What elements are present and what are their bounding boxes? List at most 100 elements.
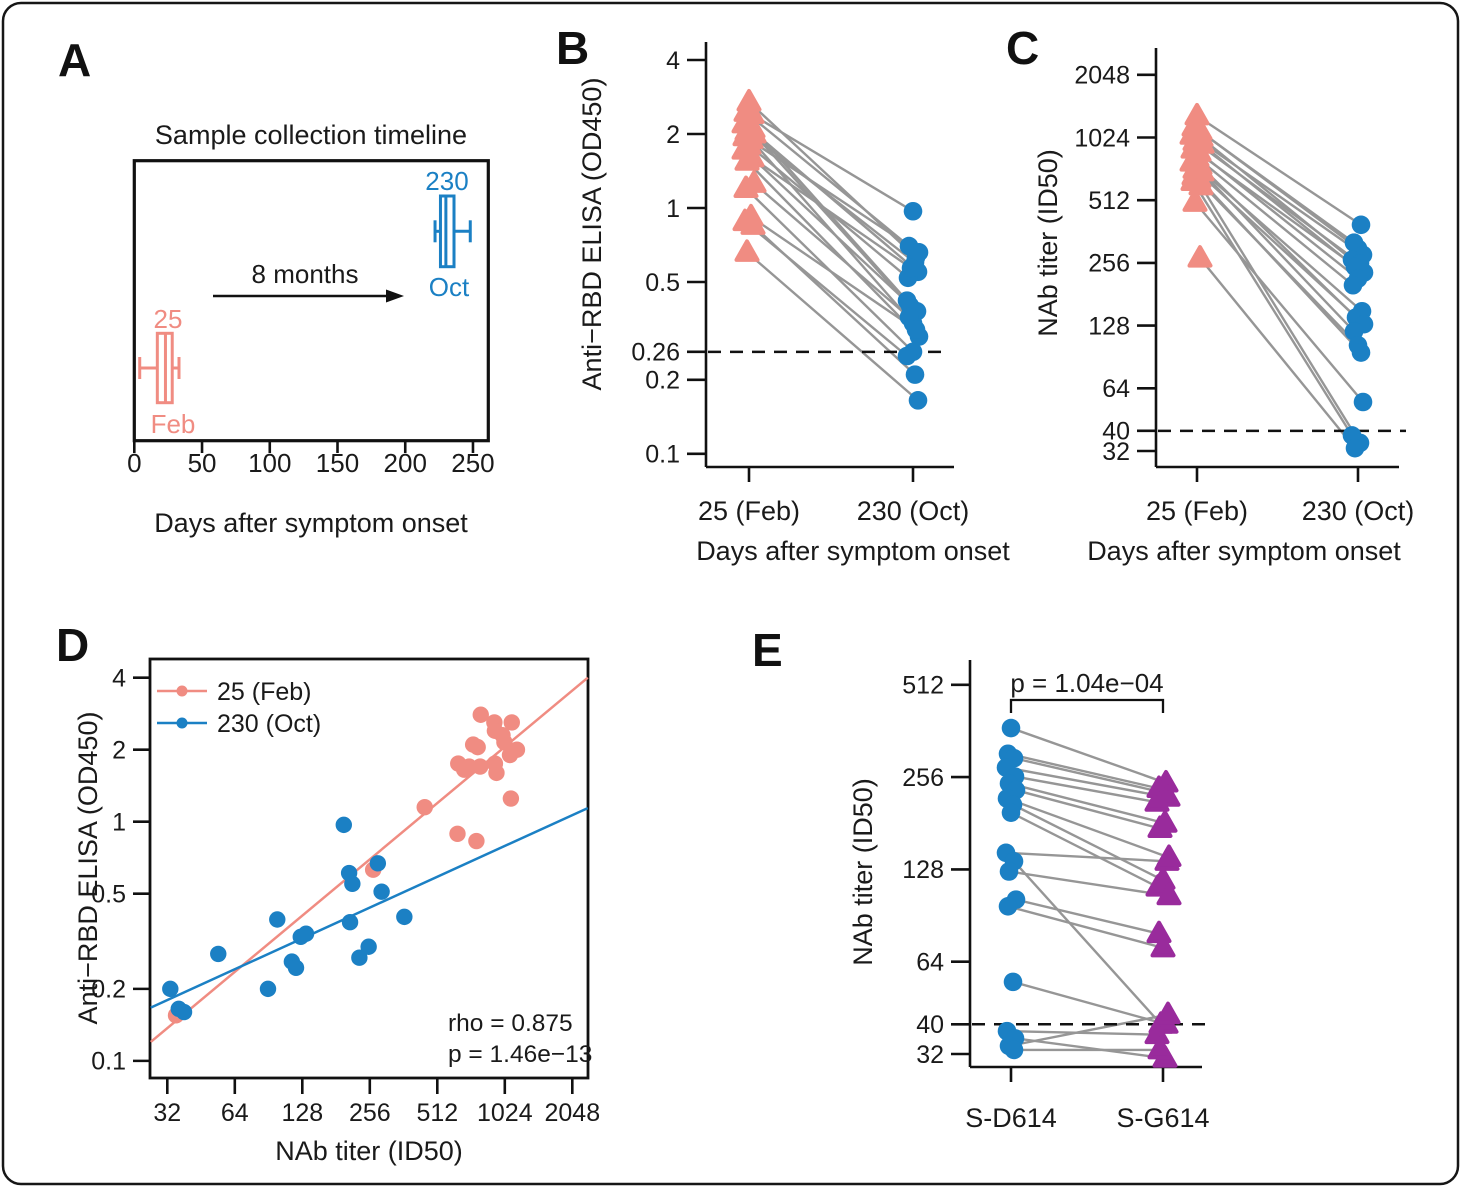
- pair-line: [1013, 860, 1162, 1026]
- data-point-circle: [906, 320, 926, 339]
- y-tick-label: 2: [112, 736, 126, 764]
- data-point-triangle: [733, 175, 759, 199]
- data-point-circle: [503, 714, 520, 731]
- data-point-circle: [1001, 718, 1021, 738]
- data-point-triangle: [1147, 1036, 1173, 1060]
- data-point-circle: [210, 945, 227, 963]
- y-tick-label: 2048: [1074, 62, 1130, 90]
- x-tick-label: 1024: [477, 1099, 533, 1127]
- data-point-circle: [341, 914, 359, 931]
- x-tick-label: 200: [384, 448, 427, 478]
- data-point-circle: [999, 862, 1019, 881]
- y-tick-label: 128: [902, 856, 944, 884]
- data-point-circle: [905, 365, 925, 384]
- pair-line: [1201, 171, 1355, 333]
- pair-line: [1006, 797, 1170, 859]
- x-tick-label: 64: [221, 1099, 249, 1127]
- pair-line: [743, 149, 918, 313]
- y-tick-label: 4: [112, 664, 126, 692]
- data-point-circle: [175, 1003, 193, 1021]
- panel-B: 4 2 1 0.5 0.260.2 0.1 25 (Feb) 230 (Oct) Anti−RB…: [556, 22, 1010, 566]
- data-point-circle: [373, 883, 390, 900]
- pair-line: [1015, 898, 1160, 935]
- data-point-circle: [259, 980, 277, 998]
- y-tick-label: 256: [1088, 250, 1130, 278]
- pair-line: [1008, 870, 1170, 897]
- panel-A: Sample collection timeline 0 50 100 150 200 25…: [58, 34, 495, 538]
- category-label: 25 (Feb): [698, 496, 800, 526]
- data-point-circle: [909, 243, 929, 262]
- data-point-circle: [416, 798, 433, 816]
- pair-line: [1198, 177, 1362, 354]
- pair-line: [745, 111, 910, 248]
- category-label: 25 (Feb): [1146, 496, 1248, 526]
- data-point-circle: [360, 938, 377, 955]
- data-point-triangle: [1155, 1001, 1181, 1025]
- data-point-circle: [502, 790, 520, 807]
- y-tick-label: 0.1: [645, 441, 680, 469]
- data-point-circle: [501, 746, 519, 764]
- box-top-label: 25: [154, 304, 183, 334]
- data-point-circle: [903, 201, 923, 221]
- x-axis-title: NAb titer (ID50): [275, 1136, 463, 1166]
- y-tick-label: 512: [1088, 187, 1130, 215]
- pair-line: [1198, 151, 1359, 280]
- pair-line: [1015, 789, 1161, 830]
- pair-line: [746, 251, 919, 402]
- pair-line: [752, 224, 916, 376]
- data-points: [1179, 102, 1374, 458]
- legend-marker: [176, 685, 188, 697]
- y-axis-title: Anti−RBD ELISA (OD450): [73, 712, 103, 1025]
- data-point-triangle: [734, 148, 760, 171]
- y-tick-label: 32: [916, 1041, 944, 1069]
- pair-line: [1012, 980, 1167, 1026]
- pair-line: [1007, 905, 1164, 950]
- y-tick-label: 1: [112, 808, 126, 836]
- x-tick-label: 50: [188, 448, 217, 478]
- pair-line: [1191, 134, 1364, 256]
- stat-annotation: rho = 0.875: [448, 1010, 573, 1037]
- y-tick-label: 40: [1102, 418, 1130, 446]
- panel-letter: D: [56, 619, 89, 671]
- pair-line: [753, 182, 910, 318]
- significance-bracket: [1009, 698, 1165, 713]
- data-point-circle: [1004, 1040, 1024, 1060]
- y-axis-title: NAb titer (ID50): [1033, 149, 1063, 337]
- data-point-triangle: [734, 239, 760, 262]
- data-point-circle: [897, 346, 917, 366]
- x-tick-label: 0: [127, 448, 141, 478]
- x-tick-label: 512: [416, 1099, 458, 1127]
- arrow-label: 8 months: [252, 259, 359, 289]
- x-tick-label: 150: [316, 448, 359, 478]
- data-point-triangle: [1154, 848, 1180, 871]
- data-point-circle: [471, 758, 489, 775]
- chart-title: Sample collection timeline: [155, 120, 467, 150]
- data-point-circle: [1353, 392, 1373, 412]
- pair-line: [1191, 180, 1354, 437]
- data-point-circle: [297, 925, 315, 942]
- data-point-triangle: [1156, 882, 1182, 906]
- pair-line: [1010, 811, 1159, 889]
- panel-letter: C: [1006, 22, 1039, 74]
- y-tick-label: 64: [1102, 375, 1130, 403]
- x-tick-label: 128: [281, 1099, 323, 1127]
- category-label: 230 (Oct): [1302, 496, 1415, 526]
- trend-line: [150, 806, 589, 1009]
- data-point-circle: [369, 855, 387, 872]
- data-point-circle: [469, 738, 486, 756]
- plot-frame: [132, 159, 490, 443]
- category-label: S-G614: [1116, 1103, 1209, 1133]
- data-points: [731, 88, 929, 410]
- data-point-circle: [1351, 215, 1371, 235]
- y-tick-label: 128: [1088, 312, 1130, 340]
- connector-lines: [1191, 114, 1365, 449]
- data-point-triangle: [1187, 245, 1213, 268]
- pair-line: [751, 113, 914, 213]
- y-tick-label: 4: [666, 47, 680, 75]
- data-point-circle: [908, 391, 928, 410]
- trend-line: [149, 676, 589, 1043]
- pair-line: [1010, 726, 1167, 785]
